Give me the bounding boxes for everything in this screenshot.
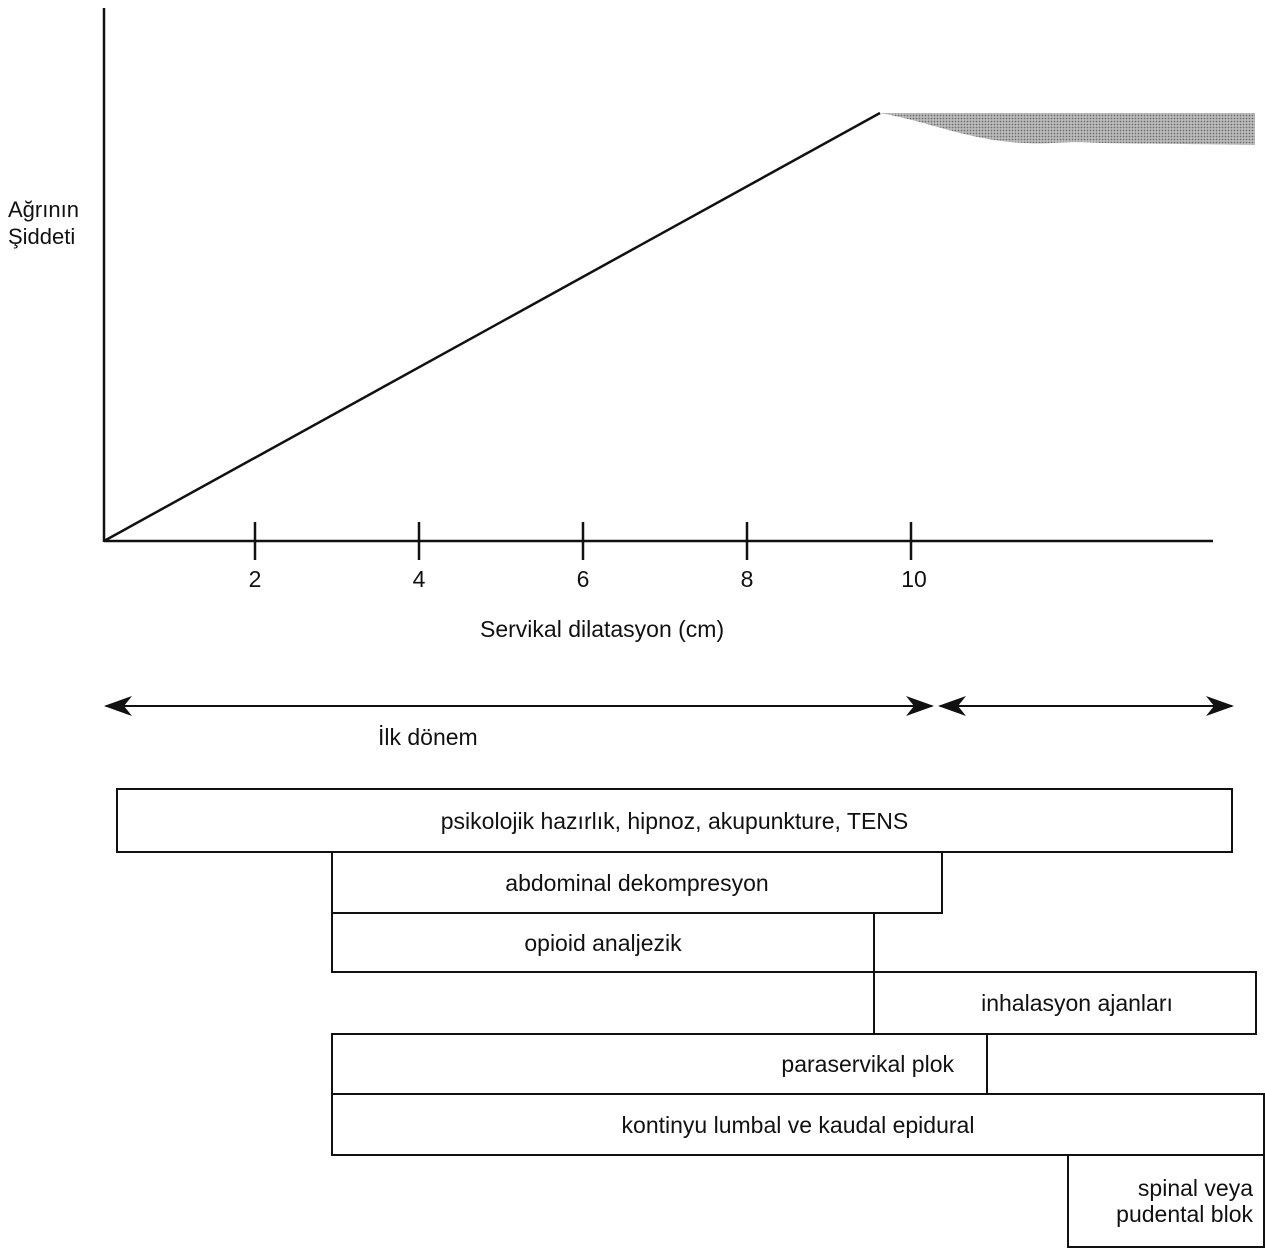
x-axis-title: Servikal dilatasyon (cm) [480,616,725,642]
pain-curve-line [103,111,881,543]
method-bar-inhalation: inhalasyon ajanları [873,971,1257,1035]
pain-plateau-shading [880,113,1255,145]
method-bar-opioid: opioid analjezik [331,912,875,973]
method-bar-paracervical: paraservikal plok [331,1033,988,1095]
y-axis-label: Ağrının Şiddeti [8,197,79,249]
x-tick-label: 6 [577,566,590,592]
method-bar-spinal-pudendal: spinal veya pudental blok [1067,1154,1265,1248]
method-bar-epidural: kontinyu lumbal ve kaudal epidural [331,1093,1265,1156]
method-bar-abdominal-decompression: abdominal dekompresyon [331,851,943,914]
method-bar-psychological: psikolojik hazırlık, hipnoz, akupunkture… [116,788,1233,853]
x-tick-label: 4 [413,566,426,592]
x-tick-label: 8 [741,566,754,592]
x-tick-label: 2 [249,566,262,592]
first-stage-label: İlk dönem [378,724,478,750]
x-tick-label: 10 [901,566,927,592]
